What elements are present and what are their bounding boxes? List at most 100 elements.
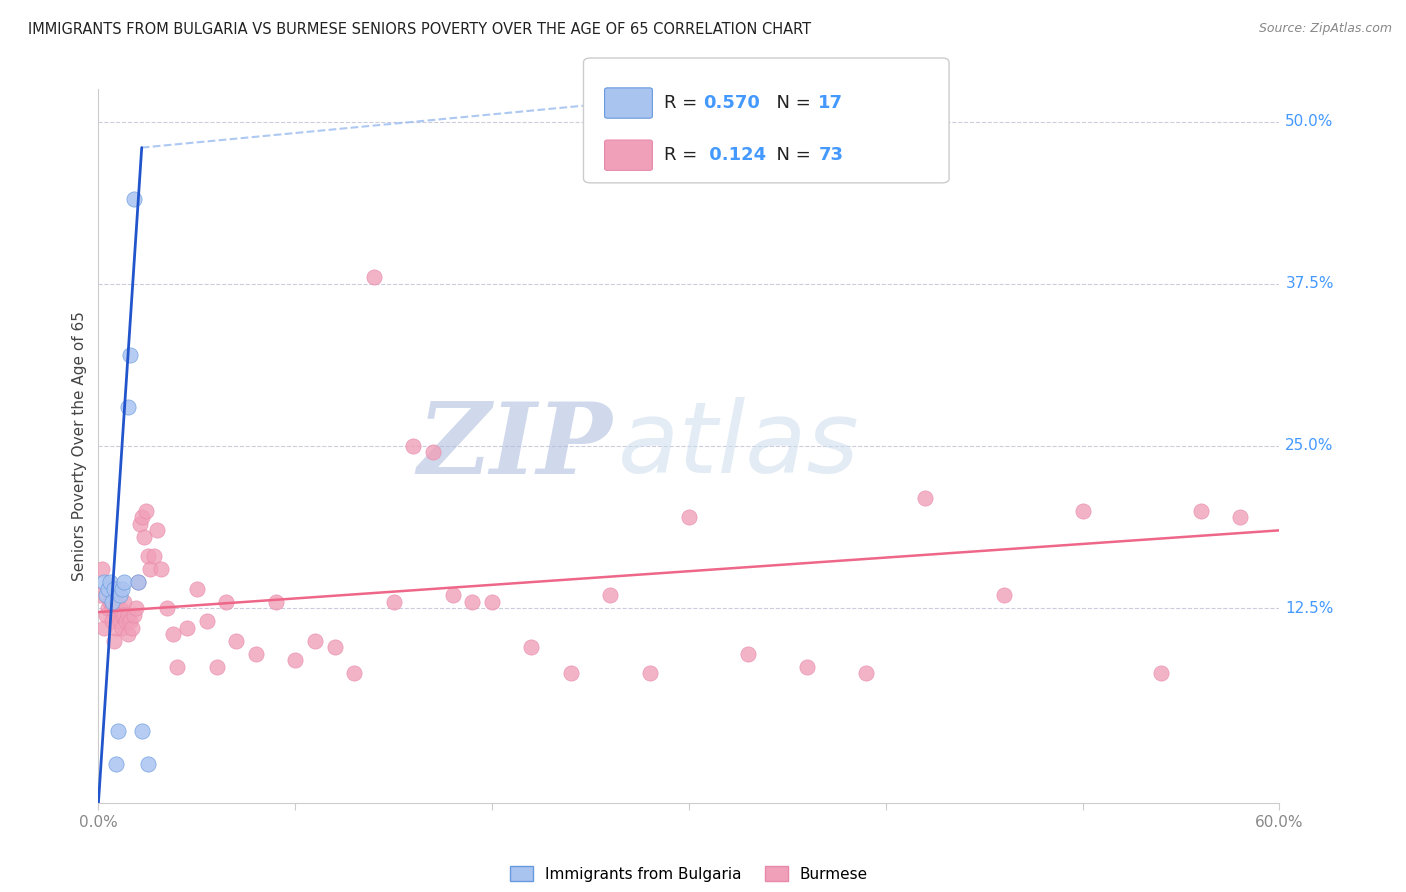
Point (520, 640, 543, 654)
Point (914, 491, 936, 505)
Point (176, 621, 198, 635)
Point (98, 575, 121, 590)
Point (96, 607, 118, 622)
Point (118, 614, 141, 628)
Point (796, 659, 818, 673)
Point (737, 647, 759, 661)
Point (343, 666, 366, 681)
Point (105, 595, 128, 609)
Text: 50.0%: 50.0% (1285, 114, 1334, 129)
Point (678, 510, 700, 524)
Point (97, 582, 120, 596)
Text: 73: 73 (818, 146, 844, 164)
Point (131, 510, 153, 524)
Point (108, 588, 131, 602)
Point (105, 621, 128, 635)
Point (93, 621, 115, 635)
Point (89, 588, 111, 602)
Point (98, 595, 121, 609)
Point (132, 530, 155, 544)
Point (107, 724, 129, 739)
Point (93, 575, 115, 590)
Text: IMMIGRANTS FROM BULGARIA VS BURMESE SENIORS POVERTY OVER THE AGE OF 65 CORRELATI: IMMIGRANTS FROM BULGARIA VS BURMESE SENI… (28, 22, 811, 37)
Point (481, 595, 503, 609)
Point (264, 595, 287, 609)
Text: 37.5%: 37.5% (1285, 277, 1334, 292)
Text: N =: N = (765, 146, 817, 164)
Point (441, 588, 464, 602)
Point (105, 756, 128, 771)
Point (138, 562, 160, 576)
Point (993, 588, 1015, 602)
Point (304, 633, 326, 648)
Point (1189, 504, 1212, 518)
Point (1150, 666, 1173, 681)
Point (117, 607, 139, 622)
Point (108, 601, 131, 615)
Text: 0.570: 0.570 (703, 94, 759, 112)
Point (115, 614, 138, 628)
Point (422, 445, 444, 459)
Point (195, 614, 218, 628)
Point (118, 348, 141, 362)
Point (111, 582, 134, 596)
Point (136, 549, 159, 564)
Point (98, 582, 121, 596)
Point (112, 575, 135, 590)
Point (323, 640, 346, 654)
Point (122, 193, 145, 207)
Point (96, 588, 118, 602)
Point (112, 607, 135, 622)
Legend: Immigrants from Bulgaria, Burmese: Immigrants from Bulgaria, Burmese (503, 860, 875, 888)
Point (125, 601, 148, 615)
Point (128, 516, 150, 531)
Point (101, 601, 124, 615)
Point (103, 633, 125, 648)
Text: R =: R = (664, 94, 703, 112)
Point (382, 595, 405, 609)
Text: atlas: atlas (619, 398, 859, 494)
Point (127, 575, 149, 590)
Point (97, 601, 120, 615)
Text: Source: ZipAtlas.com: Source: ZipAtlas.com (1258, 22, 1392, 36)
Point (103, 582, 125, 596)
Point (215, 595, 238, 609)
Text: N =: N = (765, 94, 817, 112)
Point (638, 666, 661, 681)
Point (1229, 510, 1251, 524)
Text: 0.124: 0.124 (703, 146, 766, 164)
Point (91, 562, 114, 576)
Point (402, 439, 425, 453)
Text: ZIP: ZIP (418, 398, 612, 494)
Point (205, 659, 228, 673)
Point (363, 270, 385, 285)
Point (136, 756, 159, 771)
Y-axis label: Seniors Poverty Over the Age of 65: Seniors Poverty Over the Age of 65 (72, 311, 87, 581)
Point (855, 666, 877, 681)
Point (245, 647, 267, 661)
Point (284, 653, 307, 667)
Point (121, 621, 143, 635)
Point (111, 607, 134, 622)
Point (111, 621, 134, 635)
Point (599, 588, 621, 602)
Point (461, 595, 484, 609)
Point (166, 659, 188, 673)
Point (146, 524, 169, 538)
Text: 17: 17 (818, 94, 844, 112)
Point (107, 607, 129, 622)
Point (117, 400, 139, 414)
Point (108, 614, 131, 628)
Point (142, 549, 165, 564)
Point (186, 582, 208, 596)
Point (162, 627, 184, 641)
Point (131, 724, 153, 739)
Point (135, 504, 157, 518)
Point (122, 607, 145, 622)
Point (156, 601, 179, 615)
Point (560, 666, 582, 681)
Text: R =: R = (664, 146, 703, 164)
Point (225, 633, 247, 648)
Point (1071, 504, 1094, 518)
Point (127, 575, 149, 590)
